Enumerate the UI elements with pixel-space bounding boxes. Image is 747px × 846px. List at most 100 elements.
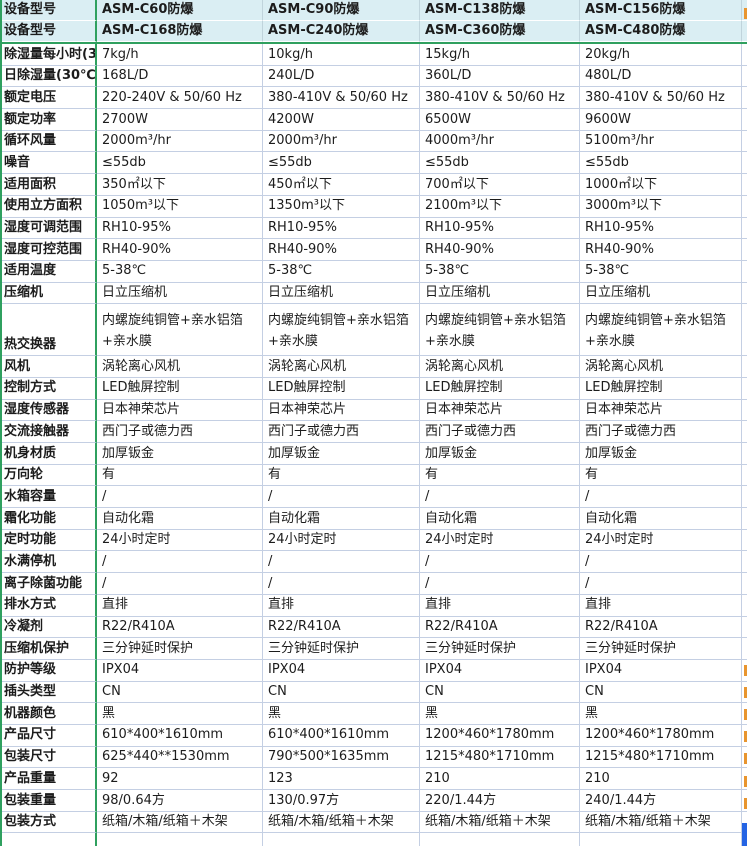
spec-value-cell[interactable]: / xyxy=(97,551,263,574)
spec-value-cell[interactable]: 210 xyxy=(580,768,742,790)
spec-value-cell[interactable]: 5-38℃ xyxy=(420,260,580,283)
spec-value-cell[interactable]: LED触屏控制 xyxy=(420,377,580,400)
spec-value-cell[interactable]: RH40-90% xyxy=(580,239,742,261)
spec-value-cell[interactable]: 220-240V & 50/60 Hz xyxy=(97,87,263,110)
spec-value-cell[interactable]: 有 xyxy=(420,464,580,487)
spec-value-cell[interactable]: 日本神荣芯片 xyxy=(263,399,420,422)
spec-value-cell[interactable]: 内螺旋纯铜管+亲水铝箔+亲水膜 xyxy=(97,304,263,357)
spec-value-cell[interactable]: 1350m³以下 xyxy=(263,195,420,218)
spec-value-cell[interactable]: RH40-90% xyxy=(97,239,263,261)
spec-value-cell[interactable]: 610*400*1610mm xyxy=(97,724,263,747)
header-label-cell[interactable]: 设备型号 xyxy=(0,0,97,21)
spec-value-cell[interactable]: 1000㎡以下 xyxy=(580,174,742,196)
spec-value-cell[interactable]: 130/0.97方 xyxy=(263,790,420,812)
spec-value-cell[interactable]: 480L/D xyxy=(580,65,742,88)
spec-value-cell[interactable]: 日本神荣芯片 xyxy=(420,399,580,422)
spec-value-cell[interactable]: 220/1.44方 xyxy=(420,790,580,812)
row-label-cell[interactable]: 适用面积 xyxy=(0,174,97,196)
model-header-cell[interactable]: ASM-C138防爆 xyxy=(420,0,580,21)
spec-value-cell[interactable]: 直排 xyxy=(263,594,420,617)
row-label-cell[interactable]: 额定电压 xyxy=(0,87,97,110)
spec-value-cell[interactable]: 350㎡以下 xyxy=(97,174,263,196)
row-label-cell[interactable]: 日除湿量(30℃， xyxy=(0,65,97,88)
spec-value-cell[interactable]: 380-410V & 50/60 Hz xyxy=(263,87,420,110)
spec-value-cell[interactable]: 4200W xyxy=(263,109,420,131)
spec-value-cell[interactable]: 涡轮离心风机 xyxy=(263,356,420,378)
row-label-cell[interactable]: 离子除菌功能 xyxy=(0,573,97,595)
spec-value-cell[interactable]: / xyxy=(263,573,420,595)
spec-value-cell[interactable]: 9600W xyxy=(580,109,742,131)
spec-value-cell[interactable]: 西门子或德力西 xyxy=(580,421,742,443)
row-label-cell[interactable]: 霜化功能 xyxy=(0,508,97,530)
spec-value-cell[interactable]: / xyxy=(97,486,263,509)
row-label-cell[interactable]: 万向轮 xyxy=(0,464,97,487)
row-label-cell[interactable]: 适用温度 xyxy=(0,260,97,283)
spec-value-cell[interactable]: 380-410V & 50/60 Hz xyxy=(420,87,580,110)
spec-value-cell[interactable]: / xyxy=(580,551,742,574)
spec-value-cell[interactable]: 790*500*1635mm xyxy=(263,746,420,769)
row-label-cell[interactable]: 机身材质 xyxy=(0,443,97,465)
spec-value-cell[interactable]: 直排 xyxy=(580,594,742,617)
spec-value-cell[interactable]: 700㎡以下 xyxy=(420,174,580,196)
spec-value-cell[interactable]: 92 xyxy=(97,768,263,790)
row-label-cell[interactable]: 湿度可调范围 xyxy=(0,217,97,240)
spec-value-cell[interactable]: 西门子或德力西 xyxy=(97,421,263,443)
spec-value-cell[interactable]: CN xyxy=(580,681,742,704)
row-label-cell[interactable]: 交流接触器 xyxy=(0,421,97,443)
spec-value-cell[interactable]: R22/R410A xyxy=(580,616,742,639)
spec-value-cell[interactable]: 纸箱/木箱/纸箱＋木架 xyxy=(97,811,263,834)
spec-value-cell[interactable]: R22/R410A xyxy=(420,616,580,639)
row-label-cell[interactable]: 压缩机 xyxy=(0,282,97,305)
spec-value-cell[interactable]: RH10-95% xyxy=(420,217,580,240)
row-label-cell[interactable]: 噪音 xyxy=(0,152,97,175)
spec-value-cell[interactable]: 360L/D xyxy=(420,65,580,88)
spec-value-cell[interactable]: 黑 xyxy=(580,703,742,725)
model-header-cell[interactable]: ASM-C480防爆 xyxy=(580,21,742,42)
spec-value-cell[interactable]: 10kg/h xyxy=(263,44,420,66)
model-header-cell[interactable]: ASM-C60防爆 xyxy=(97,0,263,21)
spec-value-cell[interactable]: R22/R410A xyxy=(263,616,420,639)
spec-value-cell[interactable]: 西门子或德力西 xyxy=(420,421,580,443)
spec-value-cell[interactable]: 380-410V & 50/60 Hz xyxy=(580,87,742,110)
row-label-cell[interactable]: 包装重量 xyxy=(0,790,97,812)
spec-value-cell[interactable]: 黑 xyxy=(263,703,420,725)
row-label-cell[interactable]: 机器颜色 xyxy=(0,703,97,725)
spec-value-cell[interactable]: 24小时定时 xyxy=(580,529,742,552)
spec-value-cell[interactable]: 15kg/h xyxy=(420,44,580,66)
spec-value-cell[interactable]: 240/1.44方 xyxy=(580,790,742,812)
spec-value-cell[interactable]: IPX04 xyxy=(420,659,580,682)
spec-value-cell[interactable]: LED触屏控制 xyxy=(97,377,263,400)
spec-value-cell[interactable]: 纸箱/木箱/纸箱＋木架 xyxy=(263,811,420,834)
spec-value-cell[interactable]: ≤55db xyxy=(263,152,420,175)
spec-value-cell[interactable]: 5-38℃ xyxy=(580,260,742,283)
spec-value-cell[interactable]: 纸箱/木箱/纸箱＋木架 xyxy=(580,811,742,834)
spec-value-cell[interactable]: 日本神荣芯片 xyxy=(580,399,742,422)
spec-value-cell[interactable]: 加厚钣金 xyxy=(580,443,742,465)
row-label-cell[interactable]: 防护等级 xyxy=(0,659,97,682)
spec-value-cell[interactable]: 1200*460*1780mm xyxy=(580,724,742,747)
spec-value-cell[interactable]: 168L/D xyxy=(97,65,263,88)
spec-value-cell[interactable]: 4000m³/hr xyxy=(420,130,580,153)
header-label-cell[interactable]: 设备型号 xyxy=(0,21,97,42)
spec-value-cell[interactable]: LED触屏控制 xyxy=(580,377,742,400)
model-header-cell[interactable]: ASM-C168防爆 xyxy=(97,21,263,42)
row-label-cell[interactable]: 湿度可控范围 xyxy=(0,239,97,261)
spec-value-cell[interactable]: 5-38℃ xyxy=(263,260,420,283)
spec-value-cell[interactable]: ≤55db xyxy=(580,152,742,175)
spec-value-cell[interactable]: 24小时定时 xyxy=(420,529,580,552)
spec-value-cell[interactable]: 240L/D xyxy=(263,65,420,88)
row-label-cell[interactable]: 产品重量 xyxy=(0,768,97,790)
row-label-cell[interactable]: 水箱容量 xyxy=(0,486,97,509)
spec-value-cell[interactable]: 1050m³以下 xyxy=(97,195,263,218)
spec-value-cell[interactable]: 24小时定时 xyxy=(263,529,420,552)
spec-value-cell[interactable]: / xyxy=(420,551,580,574)
spec-value-cell[interactable]: / xyxy=(420,486,580,509)
spec-value-cell[interactable]: 有 xyxy=(580,464,742,487)
spec-value-cell[interactable]: 日立压缩机 xyxy=(580,282,742,305)
spec-value-cell[interactable]: 内螺旋纯铜管+亲水铝箔+亲水膜 xyxy=(420,304,580,357)
spec-value-cell[interactable]: RH10-95% xyxy=(580,217,742,240)
row-label-cell[interactable]: 产品尺寸 xyxy=(0,724,97,747)
spec-value-cell[interactable]: 2000m³/hr xyxy=(263,130,420,153)
spec-value-cell[interactable]: 有 xyxy=(97,464,263,487)
spec-value-cell[interactable]: 日本神荣芯片 xyxy=(97,399,263,422)
